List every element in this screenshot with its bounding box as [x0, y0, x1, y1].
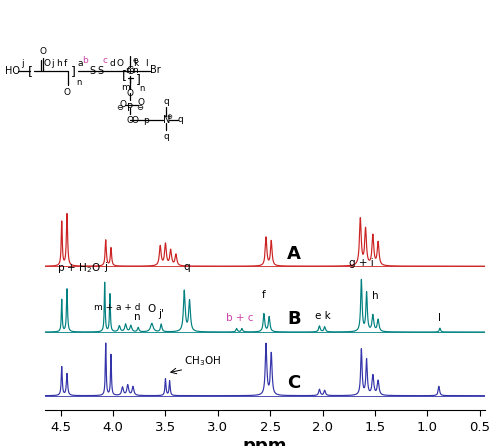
Text: ⊕: ⊕ [166, 114, 172, 120]
Text: q: q [178, 115, 183, 124]
Text: p: p [143, 116, 149, 125]
Text: k: k [134, 59, 138, 68]
Text: f: f [262, 290, 266, 300]
Text: n: n [76, 78, 82, 87]
Text: O: O [148, 304, 156, 314]
Text: m + a + d: m + a + d [94, 302, 140, 312]
Text: C: C [126, 66, 134, 76]
Text: j: j [21, 59, 24, 68]
Text: HO: HO [5, 66, 20, 76]
Text: S: S [97, 66, 103, 76]
Text: j: j [104, 262, 108, 272]
Text: O: O [126, 116, 134, 125]
Text: e k: e k [314, 311, 330, 321]
Text: O: O [119, 100, 126, 109]
Text: O: O [132, 116, 138, 125]
Text: l: l [438, 313, 442, 322]
Text: [: [ [122, 69, 126, 83]
Text: q: q [163, 97, 169, 106]
Text: B: B [287, 310, 300, 328]
Text: m: m [125, 66, 134, 75]
Text: [: [ [28, 65, 32, 78]
Text: d: d [110, 59, 116, 68]
Text: CH$_3$OH: CH$_3$OH [184, 354, 220, 368]
Text: P: P [127, 103, 133, 112]
Text: n: n [140, 84, 145, 93]
Text: g + i: g + i [349, 258, 374, 268]
Text: O: O [116, 59, 123, 68]
Text: O: O [138, 98, 144, 107]
Text: b + c: b + c [226, 313, 254, 323]
Text: Br: Br [150, 65, 161, 75]
Text: q: q [163, 132, 169, 140]
Text: C: C [287, 374, 300, 392]
Text: p + H$_2$O: p + H$_2$O [56, 261, 101, 275]
Text: f: f [64, 59, 66, 68]
Text: j': j' [158, 309, 164, 319]
Text: b: b [82, 56, 88, 65]
Text: m: m [120, 83, 130, 91]
Text: O: O [64, 88, 71, 97]
Text: ⊖: ⊖ [116, 103, 123, 112]
Text: ]: ] [136, 73, 141, 86]
Text: ]: ] [71, 65, 76, 78]
Text: e: e [132, 56, 138, 65]
Text: h: h [372, 291, 378, 301]
Text: h: h [56, 59, 62, 68]
Text: O: O [39, 47, 46, 56]
Text: ⊖: ⊖ [136, 103, 143, 112]
Text: O: O [126, 89, 134, 98]
Text: S: S [90, 66, 96, 76]
Text: c: c [102, 56, 108, 65]
Text: n: n [132, 66, 138, 75]
Text: a: a [77, 59, 83, 68]
Text: j: j [51, 59, 54, 68]
Text: q: q [183, 262, 190, 272]
Text: N: N [162, 115, 170, 124]
Text: O: O [44, 59, 51, 68]
Text: l: l [144, 59, 148, 68]
Text: n: n [134, 312, 140, 322]
X-axis label: ppm: ppm [243, 437, 287, 446]
Text: A: A [287, 244, 301, 263]
